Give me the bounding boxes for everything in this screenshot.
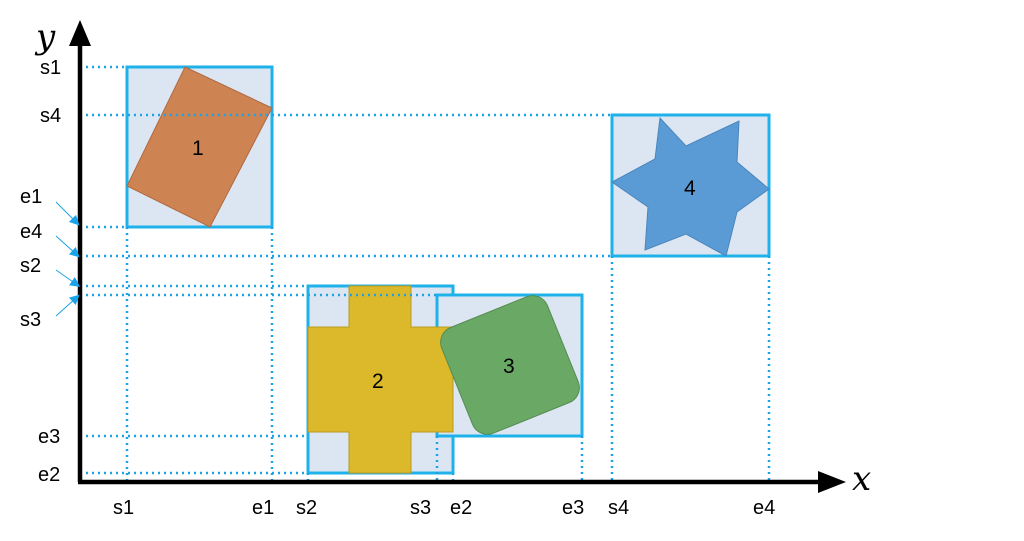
pointer-e1 — [55, 201, 80, 226]
object-3-shape — [440, 295, 580, 435]
x-tick-label: e4 — [753, 497, 775, 519]
object-2-shape — [307, 285, 454, 474]
x-tick-label: e1 — [252, 497, 274, 519]
y-tick-label: e1 — [20, 186, 42, 208]
y-tick-label: e3 — [38, 426, 60, 448]
y-tick-label: s2 — [20, 255, 41, 277]
x-tick-label: s2 — [296, 497, 317, 519]
pointer-s3 — [55, 294, 80, 317]
x-tick-label: s3 — [410, 497, 431, 519]
pointer-e4 — [55, 235, 80, 258]
y-axis-title: y — [34, 17, 56, 57]
y-tick-label: s3 — [20, 309, 41, 331]
x-tick-label: e3 — [562, 497, 584, 519]
y-axis-arrowhead — [69, 20, 91, 46]
y-tick-label: s4 — [40, 105, 61, 127]
x-axis-title: x — [852, 459, 871, 499]
y-tick-label: e2 — [38, 464, 60, 486]
object-4-label: 4 — [684, 177, 696, 200]
x-tick-label: e2 — [450, 497, 472, 519]
y-tick-label: e4 — [20, 221, 42, 243]
y-tick-label: s1 — [40, 57, 61, 79]
object-1-label: 1 — [192, 137, 204, 160]
object-4-shape — [611, 116, 770, 257]
x-tick-label: s1 — [113, 497, 134, 519]
object-2-label: 2 — [372, 370, 384, 393]
x-axis-arrowhead — [818, 471, 846, 493]
object-3-label: 3 — [503, 355, 515, 378]
object-1-shape — [126, 66, 273, 228]
x-tick-label: s4 — [608, 497, 629, 519]
pointer-s2 — [55, 269, 81, 287]
